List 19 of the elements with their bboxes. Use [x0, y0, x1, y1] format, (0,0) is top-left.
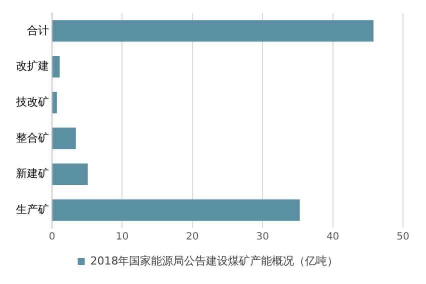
y-tick-label: 整合矿: [16, 131, 49, 144]
bar: [52, 164, 88, 185]
x-tick-label: 0: [48, 232, 56, 243]
legend-label: 2018年国家能源局公告建设煤矿产能概况（亿吨）: [90, 254, 338, 268]
x-tick-label: 40: [326, 232, 340, 243]
bar: [52, 56, 60, 78]
bar: [52, 199, 300, 221]
y-tick-label: 合计: [27, 24, 49, 37]
y-tick-label: 新建矿: [16, 167, 49, 180]
x-tick-label: 20: [186, 232, 199, 243]
y-tick-label: 改扩建: [16, 60, 49, 73]
bar: [52, 92, 57, 114]
bar: [52, 20, 374, 42]
bar: [52, 128, 76, 150]
x-tick-label: 10: [116, 232, 129, 243]
y-tick-label: 生产矿: [16, 202, 49, 216]
y-tick-label: 技改矿: [15, 95, 49, 108]
x-tick-label: 50: [396, 232, 410, 243]
x-tick-label: 30: [256, 232, 269, 243]
